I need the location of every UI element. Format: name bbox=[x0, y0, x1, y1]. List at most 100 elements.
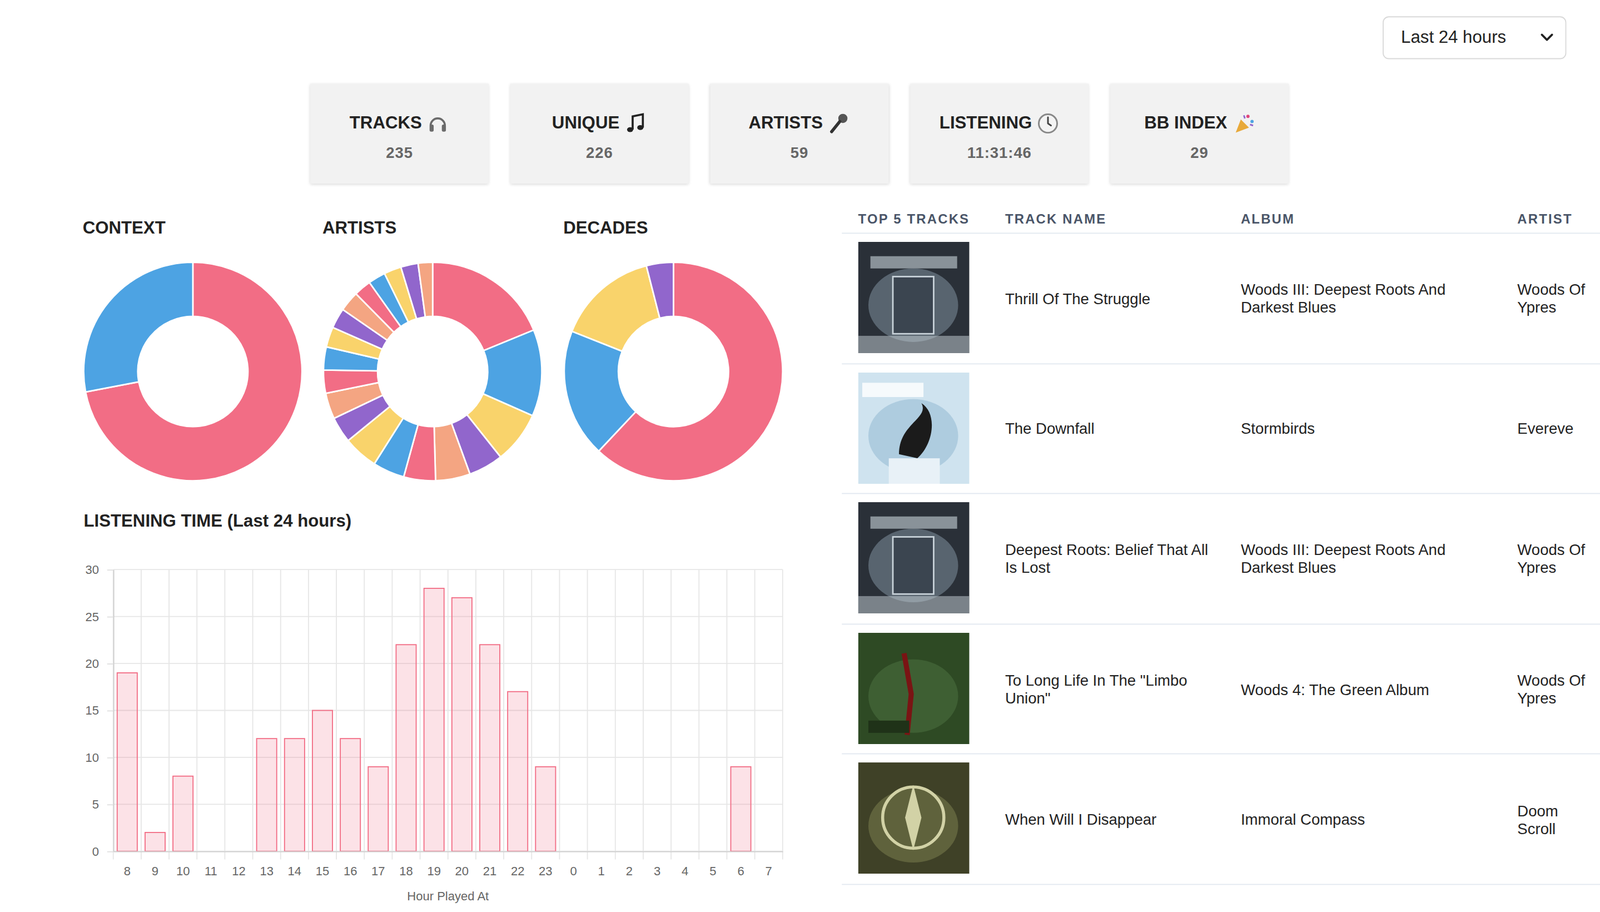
x-tick: 23 bbox=[538, 851, 553, 878]
stat-card: ARTISTS59 bbox=[709, 83, 889, 185]
grid-line-y bbox=[113, 756, 783, 758]
icon-part bbox=[1039, 114, 1058, 133]
header-cell: TOP 5 TRACKS bbox=[858, 211, 971, 227]
bar bbox=[535, 766, 556, 852]
x-tick: 0 bbox=[569, 851, 577, 878]
cover-art bbox=[892, 276, 934, 334]
chart-title: CONTEXT bbox=[82, 217, 166, 238]
cover-art bbox=[898, 402, 932, 458]
x-tick: 5 bbox=[709, 851, 717, 878]
doughnut-slice bbox=[564, 331, 636, 451]
y-tick-mark bbox=[107, 709, 114, 712]
x-tick-label: 2 bbox=[625, 863, 633, 878]
x-tick: 22 bbox=[510, 851, 525, 878]
y-tick: 30 bbox=[85, 562, 114, 577]
dropdown-chevron[interactable] bbox=[1539, 32, 1555, 43]
cover-art bbox=[870, 256, 958, 269]
stat-label: UNIQUE bbox=[552, 113, 620, 133]
stat-card: BB INDEX29 bbox=[1110, 83, 1289, 185]
bar bbox=[563, 850, 584, 852]
table-row: When Will I DisappearImmoral CompassDoom… bbox=[841, 754, 1600, 885]
cover-art bbox=[862, 382, 924, 397]
charts-canvas: CONTEXTARTISTSDECADESLISTENING TIME (Las… bbox=[0, 0, 1600, 912]
header-cell: TRACK NAME bbox=[1005, 211, 1107, 227]
grid-line-x bbox=[252, 569, 254, 859]
bar bbox=[395, 644, 416, 851]
cover-bg bbox=[858, 762, 970, 874]
x-tick-label: 17 bbox=[371, 863, 386, 878]
y-tick-mark bbox=[107, 803, 114, 806]
doughnut-slice bbox=[434, 423, 471, 481]
doughnut-slice bbox=[323, 369, 379, 394]
grid-line-x bbox=[587, 569, 589, 859]
bar bbox=[200, 850, 221, 852]
album-name: Woods III: Deepest Roots And Darkest Blu… bbox=[1240, 280, 1481, 316]
x-tick-label: 20 bbox=[455, 863, 470, 878]
stat-icon bbox=[624, 112, 647, 135]
table-header: TOP 5 TRACKSTRACK NAMEALBUMARTIST bbox=[841, 201, 1600, 234]
table-row: To Long Life In The "Limbo Union" Woods 4… bbox=[841, 624, 1600, 755]
bar bbox=[228, 850, 249, 852]
x-tick-label: 0 bbox=[569, 863, 577, 878]
x-tick: 1 bbox=[598, 851, 605, 878]
stat-label: LISTENING bbox=[939, 113, 1032, 133]
y-tick-label: 10 bbox=[85, 750, 100, 765]
icon-part bbox=[1235, 119, 1249, 133]
doughnut-slice bbox=[83, 262, 193, 392]
track-name: The Downfall bbox=[1005, 419, 1095, 437]
table-cell: Woods 4: The Green Album bbox=[1240, 624, 1481, 754]
time-range-dropdown[interactable]: Last 24 hours bbox=[1382, 16, 1567, 59]
bar bbox=[312, 709, 333, 851]
x-tick: 15 bbox=[315, 851, 330, 878]
track-name: Thrill Of The Struggle bbox=[1005, 289, 1151, 307]
x-tick: 19 bbox=[426, 851, 441, 878]
x-tick: 20 bbox=[455, 851, 470, 878]
x-tick: 18 bbox=[399, 851, 414, 878]
stat-card: TRACKS235 bbox=[310, 83, 489, 185]
album-cover bbox=[858, 632, 970, 744]
icon-part bbox=[637, 125, 644, 131]
chevron-path[interactable] bbox=[1541, 34, 1552, 40]
bars bbox=[117, 588, 752, 852]
icon-part bbox=[442, 124, 447, 132]
bar bbox=[479, 644, 500, 851]
cover-bg bbox=[858, 502, 970, 614]
table-cell: Woods Of Ypres bbox=[1517, 624, 1599, 754]
x-tick-label: 10 bbox=[176, 863, 190, 878]
artist-name: Woods Of Ypres bbox=[1517, 541, 1599, 576]
stat-card: LISTENING11:31:46 bbox=[910, 83, 1089, 185]
cover-art bbox=[868, 268, 959, 342]
table-cell: To Long Life In The "Limbo Union" bbox=[1005, 624, 1215, 754]
dropdown-label[interactable]: Last 24 hours bbox=[1400, 17, 1507, 58]
x-tick-label: 1 bbox=[598, 863, 605, 878]
x-axis-title: Hour Played At bbox=[406, 888, 489, 903]
bar bbox=[758, 850, 779, 852]
x-axis: 89101112131415161718192021222301234567 bbox=[113, 851, 784, 878]
grid-line-y bbox=[113, 568, 783, 570]
grid-line-x bbox=[559, 569, 561, 859]
bar bbox=[145, 832, 166, 852]
grid bbox=[113, 569, 783, 859]
x-tick-label: 4 bbox=[681, 863, 689, 878]
x-tick: 6 bbox=[737, 851, 744, 878]
grid-line-x bbox=[140, 569, 142, 859]
grid-line-x bbox=[726, 569, 728, 859]
y-tick-label: 25 bbox=[85, 609, 100, 624]
album-cover bbox=[858, 241, 970, 354]
grid-line-y bbox=[113, 709, 783, 712]
bar bbox=[674, 850, 695, 852]
x-tick: 14 bbox=[287, 851, 302, 878]
x-tick-label: 11 bbox=[204, 863, 218, 878]
stat-label-row: ARTISTS bbox=[709, 112, 889, 135]
album-name: Woods 4: The Green Album bbox=[1240, 680, 1430, 698]
chart-title: DECADES bbox=[563, 217, 648, 238]
bar bbox=[424, 588, 445, 852]
track-name: When Will I Disappear bbox=[1005, 810, 1157, 828]
grid-line-y bbox=[113, 803, 783, 805]
bar bbox=[117, 672, 138, 852]
bar bbox=[340, 738, 361, 852]
bar bbox=[256, 738, 277, 852]
x-tick: 7 bbox=[765, 851, 773, 878]
table-cell: When Will I Disappear bbox=[1005, 754, 1215, 884]
doughnut-chart bbox=[323, 262, 543, 481]
